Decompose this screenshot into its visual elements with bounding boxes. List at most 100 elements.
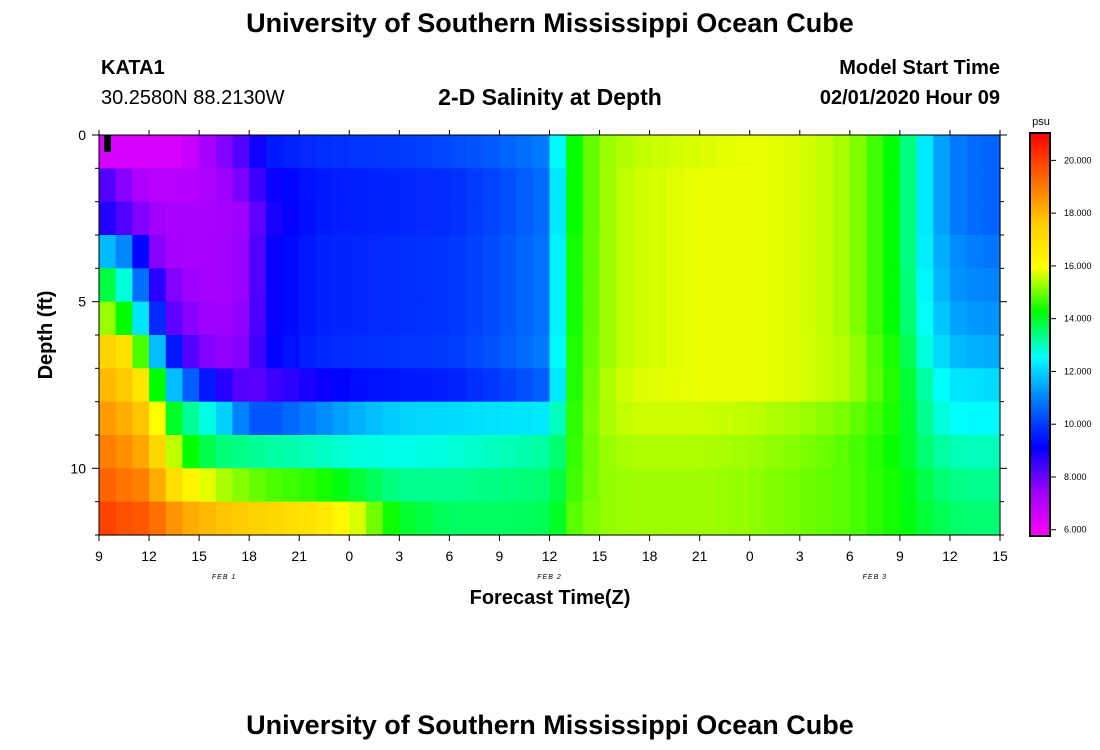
heatmap-cell	[499, 501, 517, 536]
heatmap-cell	[733, 501, 751, 536]
heatmap-cell	[799, 168, 818, 203]
heatmap-cell	[182, 468, 200, 503]
heatmap-cell	[265, 368, 284, 403]
heatmap-cell	[916, 301, 934, 336]
heatmap-cell	[983, 301, 1001, 336]
heatmap-cell	[165, 401, 184, 436]
heatmap-cell	[733, 135, 751, 169]
heatmap-cell	[115, 235, 133, 269]
heatmap-cell	[232, 501, 250, 536]
heatmap-cell	[632, 201, 651, 236]
heatmap-cell	[983, 435, 1001, 469]
heatmap-cell	[399, 401, 417, 436]
heatmap-cell	[382, 335, 400, 369]
heatmap-cell	[349, 201, 367, 236]
heatmap-cell	[699, 135, 717, 169]
heatmap-cell	[899, 268, 918, 303]
heatmap-cell	[966, 168, 984, 203]
heatmap-cell	[182, 235, 200, 269]
heatmap-cell	[115, 501, 133, 536]
heatmap-cell	[449, 368, 467, 403]
heatmap-cell	[733, 335, 751, 369]
heatmap-cell	[99, 368, 117, 403]
x-tick-label: 6	[445, 548, 453, 564]
heatmap-cell	[182, 335, 200, 369]
heatmap-cell	[666, 335, 684, 369]
heatmap-cell	[399, 501, 417, 536]
heatmap-cell	[783, 501, 801, 536]
heatmap-cell	[466, 368, 484, 403]
heatmap-cell	[783, 168, 801, 203]
model-start-value: 02/01/2020 Hour 09	[819, 87, 1000, 109]
heatmap-cell	[182, 135, 200, 169]
heatmap-cell	[849, 301, 868, 336]
heatmap-cell	[199, 335, 217, 369]
heatmap-cell	[115, 401, 133, 436]
heatmap-cell	[332, 268, 350, 303]
heatmap-cell	[265, 135, 284, 169]
heatmap-cell	[549, 201, 567, 236]
heatmap-cell	[516, 335, 534, 369]
colorbar-tick-label: 18.000	[1064, 208, 1092, 218]
heatmap-cell	[966, 201, 984, 236]
heatmap-cell	[682, 501, 701, 536]
heatmap-cell	[682, 468, 701, 503]
heatmap-cell	[499, 401, 517, 436]
heatmap-cell	[816, 501, 834, 536]
heatmap-cell	[799, 335, 818, 369]
heatmap-cell	[282, 235, 300, 269]
heatmap-cell	[883, 135, 901, 169]
heatmap-cell	[215, 301, 234, 336]
heatmap-cell	[983, 135, 1001, 169]
heatmap-cell	[516, 435, 534, 469]
heatmap-cell	[716, 301, 734, 336]
heatmap-cell	[499, 368, 517, 403]
heatmap-cell	[466, 401, 484, 436]
heatmap-cell	[165, 435, 184, 469]
heatmap-cell	[733, 435, 751, 469]
heatmap-cell	[816, 268, 834, 303]
heatmap-cell	[983, 368, 1001, 403]
heatmap-cell	[165, 468, 184, 503]
heatmap-cell	[833, 301, 851, 336]
heatmap-cell	[582, 401, 601, 436]
heatmap-cell	[315, 335, 334, 369]
heatmap-cell	[215, 335, 234, 369]
x-tick-label: 15	[191, 548, 207, 564]
heatmap-cell	[282, 168, 300, 203]
heatmap-cell	[733, 201, 751, 236]
heatmap-cell	[149, 168, 167, 203]
heatmap-cell	[899, 401, 918, 436]
heatmap-cell	[399, 368, 417, 403]
heatmap-cell	[482, 168, 501, 203]
heatmap-cell	[749, 135, 768, 169]
heatmap-cell	[349, 168, 367, 203]
heatmap-cell	[582, 501, 601, 536]
heatmap-cell	[682, 401, 701, 436]
heatmap-cell	[299, 235, 317, 269]
heatmap-cell	[99, 501, 117, 536]
heatmap-cell	[682, 368, 701, 403]
heatmap-cell	[232, 135, 250, 169]
heatmap-cell	[766, 335, 784, 369]
heatmap-cell	[883, 268, 901, 303]
heatmap-cell	[616, 268, 634, 303]
x-tick-label: 15	[592, 548, 608, 564]
heatmap-cell	[933, 168, 951, 203]
heatmap-cell	[349, 235, 367, 269]
heatmap-cell	[899, 201, 918, 236]
heatmap-cell	[165, 135, 184, 169]
heatmap-cell	[666, 368, 684, 403]
model-start-label: Model Start Time	[839, 57, 1000, 79]
heatmap-cell	[449, 301, 467, 336]
heatmap-cell	[699, 401, 717, 436]
heatmap-cell	[432, 235, 450, 269]
heatmap-cell	[833, 335, 851, 369]
heatmap-cell	[566, 235, 584, 269]
heatmap-cell	[582, 335, 601, 369]
heatmap-cell	[749, 335, 768, 369]
heatmap-cell	[766, 268, 784, 303]
heatmap-cell	[916, 401, 934, 436]
heatmap-cell	[849, 235, 868, 269]
heatmap-cell	[632, 235, 651, 269]
